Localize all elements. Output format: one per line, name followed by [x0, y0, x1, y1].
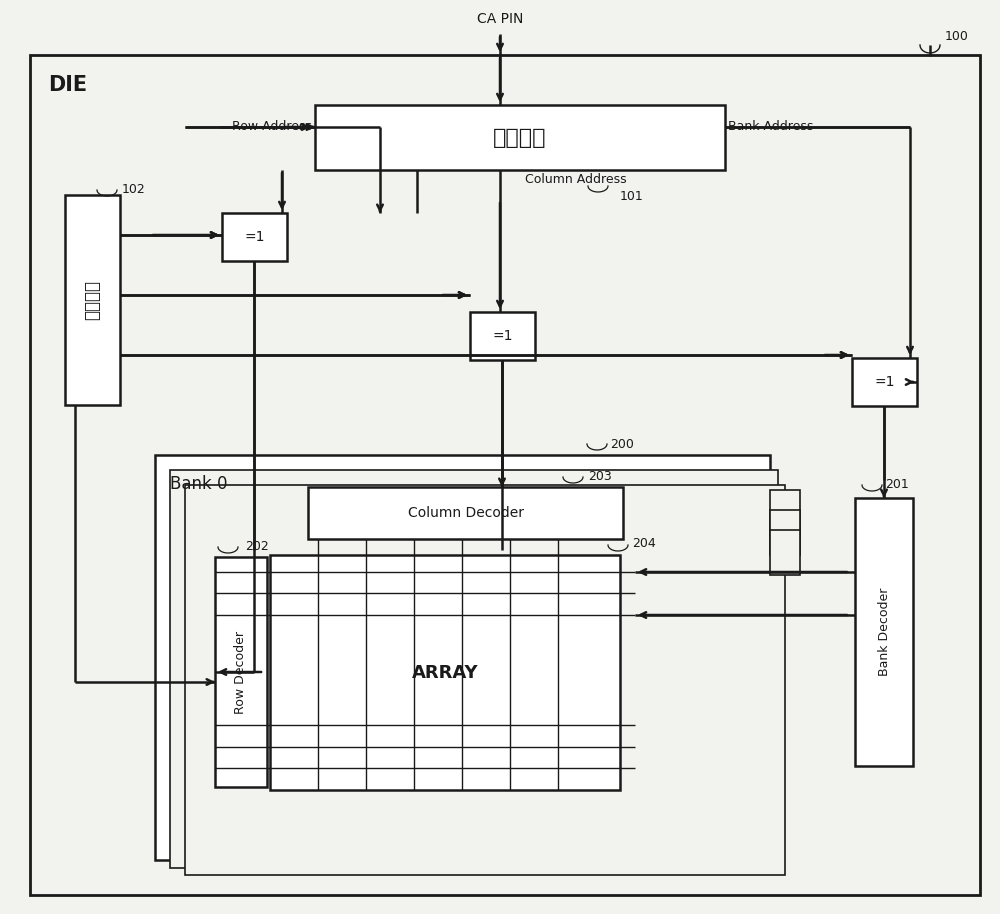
- Bar: [770, 490, 800, 535]
- Text: 200: 200: [610, 438, 634, 451]
- Text: ARRAY: ARRAY: [412, 664, 478, 682]
- Bar: [270, 555, 620, 790]
- Bar: [770, 530, 800, 575]
- Text: 203: 203: [588, 470, 612, 483]
- Bar: [770, 510, 800, 555]
- Text: Row Address: Row Address: [232, 121, 312, 133]
- Bar: [855, 498, 913, 766]
- Text: 101: 101: [620, 190, 644, 203]
- Text: 100: 100: [945, 30, 969, 43]
- Text: Column Address: Column Address: [525, 173, 627, 186]
- Bar: [170, 470, 778, 868]
- Bar: [470, 312, 535, 360]
- Text: Bank Address: Bank Address: [728, 121, 813, 133]
- Bar: [315, 105, 725, 170]
- Text: DIE: DIE: [48, 75, 87, 95]
- Text: 处理模块: 处理模块: [84, 280, 102, 320]
- Text: =1: =1: [874, 375, 895, 389]
- Bar: [215, 557, 267, 787]
- Bar: [185, 485, 785, 875]
- Text: Row Decoder: Row Decoder: [234, 631, 248, 714]
- Text: 编译模块: 编译模块: [493, 127, 547, 147]
- Text: 204: 204: [632, 537, 656, 550]
- Text: 201: 201: [885, 478, 909, 491]
- Text: Column Decoder: Column Decoder: [408, 506, 524, 520]
- Text: =1: =1: [244, 230, 265, 244]
- Text: Bank 0: Bank 0: [170, 475, 228, 493]
- Bar: [65, 195, 120, 405]
- Text: 202: 202: [245, 540, 269, 553]
- Bar: [155, 455, 770, 860]
- Text: =1: =1: [492, 329, 513, 343]
- Bar: [852, 358, 917, 406]
- Bar: [308, 487, 623, 539]
- Text: CA PIN: CA PIN: [477, 12, 523, 26]
- Bar: [222, 213, 287, 261]
- Text: 102: 102: [122, 183, 146, 196]
- Text: Bank Decoder: Bank Decoder: [878, 588, 891, 676]
